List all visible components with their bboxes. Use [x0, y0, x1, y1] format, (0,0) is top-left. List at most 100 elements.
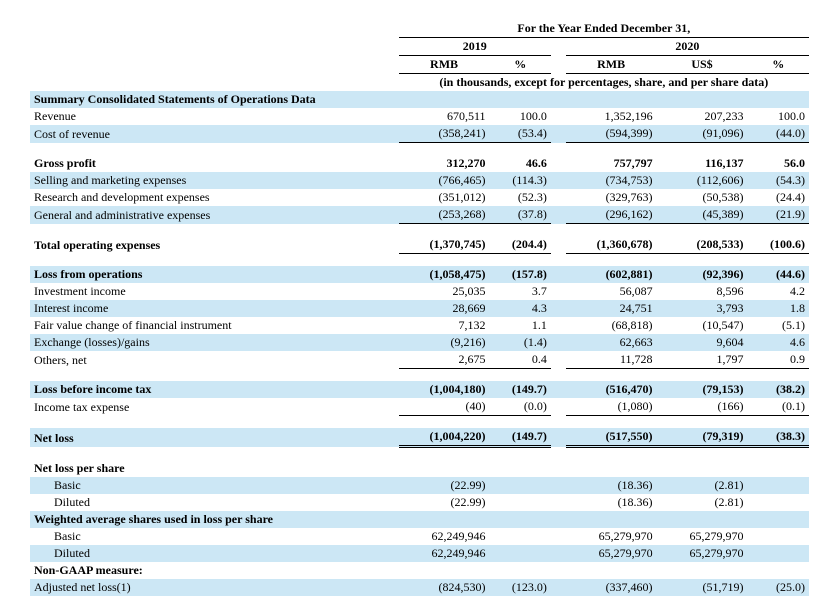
row-selling: Selling and marketing expenses (766,465)… [30, 172, 809, 189]
val: 4.6 [747, 334, 809, 351]
row-tax: Income tax expense (40) (0.0) (1,080) (1… [30, 398, 809, 416]
label-others: Others, net [30, 351, 399, 369]
val: 8,596 [657, 283, 748, 300]
val: (1.4) [490, 334, 551, 351]
row-net-loss: Net loss (1,004,220) (149.7) (517,550) (… [30, 428, 809, 447]
val: 62,663 [566, 334, 657, 351]
row-gross-profit: Gross profit 312,270 46.6 757,797 116,13… [30, 155, 809, 172]
val: 116,137 [657, 155, 748, 172]
val: (112,606) [657, 172, 748, 189]
val: (337,460) [566, 579, 657, 596]
val: (52.3) [490, 189, 551, 206]
row-fx: Exchange (losses)/gains (9,216) (1.4) 62… [30, 334, 809, 351]
val: (253,268) [399, 206, 490, 224]
label-diluted2: Diluted [30, 545, 399, 562]
val: (22.99) [399, 494, 490, 511]
val: 24,751 [566, 300, 657, 317]
financial-table: For the Year Ended December 31, 2019 202… [30, 20, 809, 596]
val: 0.4 [490, 351, 551, 369]
val: 25,035 [399, 283, 490, 300]
val: (766,465) [399, 172, 490, 189]
row-nlps-diluted: Diluted (22.99) (18.36) (2.81) [30, 494, 809, 511]
val: (18.36) [566, 477, 657, 494]
val: (44.6) [747, 266, 809, 283]
val: 4.2 [747, 283, 809, 300]
header-note-row: (in thousands, except for percentages, s… [30, 74, 809, 92]
row-wavg-diluted: Diluted 62,249,946 65,279,970 65,279,970 [30, 545, 809, 562]
val: 9,604 [657, 334, 748, 351]
val: (149.7) [490, 428, 551, 447]
val: (10,547) [657, 317, 748, 334]
year-2020: 2020 [566, 38, 809, 56]
label-gross-profit: Gross profit [30, 155, 399, 172]
val: 46.6 [490, 155, 551, 172]
val: (1,370,745) [399, 236, 490, 254]
col-2020-usd: US$ [657, 56, 748, 74]
val: 11,728 [566, 351, 657, 369]
val: (1,360,678) [566, 236, 657, 254]
val: 1.8 [747, 300, 809, 317]
year-2019: 2019 [399, 38, 551, 56]
label-basic1: Basic [30, 477, 399, 494]
val: (0.0) [490, 398, 551, 416]
units-note: (in thousands, except for percentages, s… [399, 74, 809, 92]
val: 312,270 [399, 155, 490, 172]
label-ga: General and administrative expenses [30, 206, 399, 224]
val: (1,004,180) [399, 381, 490, 398]
val: 3,793 [657, 300, 748, 317]
val: (25.0) [747, 579, 809, 596]
row-nongaap-header: Non-GAAP measure: [30, 562, 809, 579]
row-total-opex: Total operating expenses (1,370,745) (20… [30, 236, 809, 254]
label-fv-change: Fair value change of financial instrumen… [30, 317, 399, 334]
val: 757,797 [566, 155, 657, 172]
label-loss-ops: Loss from operations [30, 266, 399, 283]
val: 207,233 [657, 108, 748, 125]
row-others: Others, net 2,675 0.4 11,728 1,797 0.9 [30, 351, 809, 369]
val: (824,530) [399, 579, 490, 596]
section-title: Summary Consolidated Statements of Opera… [30, 91, 399, 108]
row-int-income: Interest income 28,669 4.3 24,751 3,793 … [30, 300, 809, 317]
val: (9,216) [399, 334, 490, 351]
val: (329,763) [566, 189, 657, 206]
header-currency-row: RMB % RMB US$ % [30, 56, 809, 74]
row-ga: General and administrative expenses (253… [30, 206, 809, 224]
val: (351,012) [399, 189, 490, 206]
label-net-loss: Net loss [30, 428, 399, 447]
val: 7,132 [399, 317, 490, 334]
val: 0.9 [747, 351, 809, 369]
label-basic2: Basic [30, 528, 399, 545]
val: 65,279,970 [657, 528, 748, 545]
period-header: For the Year Ended December 31, [399, 20, 809, 38]
val: 56.0 [747, 155, 809, 172]
val: 62,249,946 [399, 545, 490, 562]
val: (24.4) [747, 189, 809, 206]
row-nlps-header: Net loss per share [30, 460, 809, 477]
label-rd: Research and development expenses [30, 189, 399, 206]
val: (358,241) [399, 125, 490, 143]
val: 1.1 [490, 317, 551, 334]
label-inv-income: Investment income [30, 283, 399, 300]
val: (516,470) [566, 381, 657, 398]
val: (22.99) [399, 477, 490, 494]
val: (2.81) [657, 477, 748, 494]
val: 28,669 [399, 300, 490, 317]
val: 670,511 [399, 108, 490, 125]
val: (100.6) [747, 236, 809, 254]
val: 3.7 [490, 283, 551, 300]
val: (18.36) [566, 494, 657, 511]
header-years-row: 2019 2020 [30, 38, 809, 56]
val: (5.1) [747, 317, 809, 334]
val: 65,279,970 [566, 545, 657, 562]
row-wavg-header: Weighted average shares used in loss per… [30, 511, 809, 528]
col-2020-pct: % [747, 56, 809, 74]
val: (296,162) [566, 206, 657, 224]
row-wavg-basic: Basic 62,249,946 65,279,970 65,279,970 [30, 528, 809, 545]
val: (1,080) [566, 398, 657, 416]
val: (123.0) [490, 579, 551, 596]
val: 1,352,196 [566, 108, 657, 125]
row-loss-ops: Loss from operations (1,058,475) (157.8)… [30, 266, 809, 283]
label-nlps: Net loss per share [30, 460, 399, 477]
val: (1,004,220) [399, 428, 490, 447]
val: (166) [657, 398, 748, 416]
row-loss-before-tax: Loss before income tax (1,004,180) (149.… [30, 381, 809, 398]
